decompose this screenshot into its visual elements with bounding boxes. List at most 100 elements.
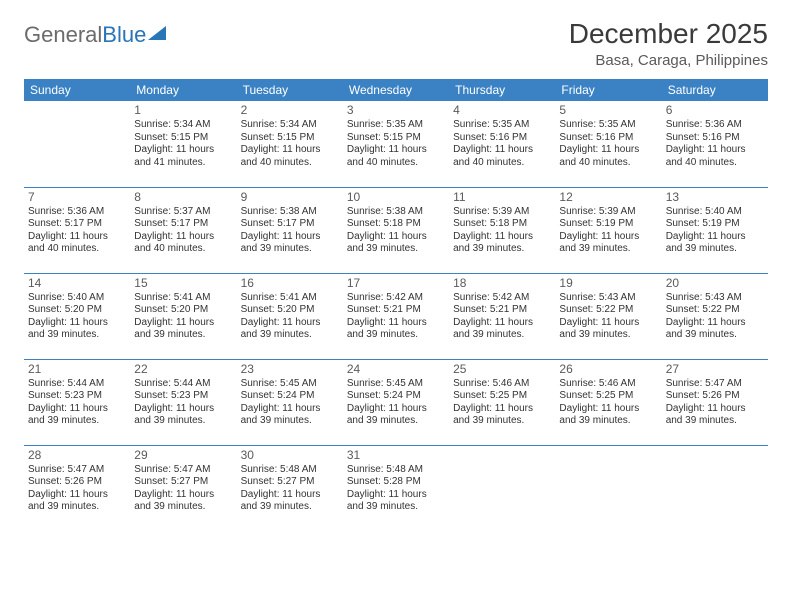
day-number: 31 bbox=[347, 448, 445, 463]
day-number: 30 bbox=[241, 448, 339, 463]
calendar-week-row: 7Sunrise: 5:36 AM Sunset: 5:17 PM Daylight… bbox=[24, 187, 768, 273]
sunrise-line: Sunrise: 5:42 AM bbox=[453, 292, 551, 305]
sunset-line: Sunset: 5:16 PM bbox=[666, 132, 764, 145]
sunrise-line: Sunrise: 5:37 AM bbox=[134, 206, 232, 219]
calendar-day-cell: 4Sunrise: 5:35 AMSunset: 5:16 PMDaylight… bbox=[449, 101, 555, 187]
calendar-day-cell: 18Sunrise: 5:42 AMSunset: 5:21 PMDayligh… bbox=[449, 273, 555, 359]
logo-text-blue: Blue bbox=[102, 22, 146, 47]
day-number: 15 bbox=[134, 276, 232, 291]
sunrise-line: Sunrise: 5:35 AM bbox=[347, 119, 445, 132]
day-number: 12 bbox=[559, 190, 657, 205]
day-number: 7 bbox=[28, 190, 126, 205]
sunset-line: Sunset: 5:27 PM bbox=[134, 476, 232, 489]
daylight-line: Daylight: 11 hours and 39 minutes. bbox=[453, 317, 551, 342]
daylight-line: Daylight: 11 hours and 39 minutes. bbox=[241, 403, 339, 428]
day-number: 3 bbox=[347, 103, 445, 118]
sunrise-line: Sunrise: 5:40 AM bbox=[28, 292, 126, 305]
calendar-day-cell: 29Sunrise: 5:47 AMSunset: 5:27 PMDayligh… bbox=[130, 445, 236, 531]
sunrise-line: Sunrise: 5:47 AM bbox=[134, 464, 232, 477]
sunset-line: Sunset: 5:20 PM bbox=[28, 304, 126, 317]
sunrise-line: Sunrise: 5:35 AM bbox=[453, 119, 551, 132]
day-number: 25 bbox=[453, 362, 551, 377]
sunset-line: Sunset: 5:22 PM bbox=[559, 304, 657, 317]
sunset-line: Sunset: 5:24 PM bbox=[347, 390, 445, 403]
location-label: Basa, Caraga, Philippines bbox=[569, 52, 768, 69]
calendar-day-cell: 26Sunrise: 5:46 AMSunset: 5:25 PMDayligh… bbox=[555, 359, 661, 445]
calendar-day-cell: 6Sunrise: 5:36 AMSunset: 5:16 PMDaylight… bbox=[662, 101, 768, 187]
calendar-day-cell: 9Sunrise: 5:38 AMSunset: 5:17 PMDaylight… bbox=[237, 187, 343, 273]
calendar-day-cell: 10Sunrise: 5:38 AMSunset: 5:18 PMDayligh… bbox=[343, 187, 449, 273]
daylight-line: Daylight: 11 hours and 39 minutes. bbox=[347, 489, 445, 514]
daylight-line: Daylight: 11 hours and 40 minutes. bbox=[666, 144, 764, 169]
calendar-day-cell: 31Sunrise: 5:48 AMSunset: 5:28 PMDayligh… bbox=[343, 445, 449, 531]
calendar-day-cell: 22Sunrise: 5:44 AMSunset: 5:23 PMDayligh… bbox=[130, 359, 236, 445]
sunrise-line: Sunrise: 5:35 AM bbox=[559, 119, 657, 132]
day-number: 14 bbox=[28, 276, 126, 291]
weekday-header: Friday bbox=[555, 79, 661, 101]
sunrise-line: Sunrise: 5:47 AM bbox=[666, 378, 764, 391]
daylight-line: Daylight: 11 hours and 39 minutes. bbox=[666, 403, 764, 428]
daylight-line: Daylight: 11 hours and 40 minutes. bbox=[559, 144, 657, 169]
sunrise-line: Sunrise: 5:41 AM bbox=[241, 292, 339, 305]
sunrise-line: Sunrise: 5:38 AM bbox=[347, 206, 445, 219]
daylight-line: Daylight: 11 hours and 39 minutes. bbox=[347, 231, 445, 256]
sunrise-line: Sunrise: 5:43 AM bbox=[559, 292, 657, 305]
daylight-line: Daylight: 11 hours and 39 minutes. bbox=[347, 317, 445, 342]
sunrise-line: Sunrise: 5:43 AM bbox=[666, 292, 764, 305]
calendar-day-cell: 11Sunrise: 5:39 AMSunset: 5:18 PMDayligh… bbox=[449, 187, 555, 273]
calendar-day-cell: 19Sunrise: 5:43 AMSunset: 5:22 PMDayligh… bbox=[555, 273, 661, 359]
sunrise-line: Sunrise: 5:39 AM bbox=[559, 206, 657, 219]
calendar-day-cell bbox=[662, 445, 768, 531]
day-number: 19 bbox=[559, 276, 657, 291]
sunset-line: Sunset: 5:19 PM bbox=[666, 218, 764, 231]
sunrise-line: Sunrise: 5:44 AM bbox=[134, 378, 232, 391]
day-number: 9 bbox=[241, 190, 339, 205]
weekday-header: Sunday bbox=[24, 79, 130, 101]
weekday-header: Saturday bbox=[662, 79, 768, 101]
weekday-header: Thursday bbox=[449, 79, 555, 101]
day-number: 17 bbox=[347, 276, 445, 291]
day-number: 28 bbox=[28, 448, 126, 463]
day-number: 23 bbox=[241, 362, 339, 377]
daylight-line: Daylight: 11 hours and 39 minutes. bbox=[134, 317, 232, 342]
sunrise-line: Sunrise: 5:45 AM bbox=[241, 378, 339, 391]
calendar-day-cell: 20Sunrise: 5:43 AMSunset: 5:22 PMDayligh… bbox=[662, 273, 768, 359]
calendar-day-cell: 15Sunrise: 5:41 AMSunset: 5:20 PMDayligh… bbox=[130, 273, 236, 359]
calendar-day-cell: 8Sunrise: 5:37 AMSunset: 5:17 PMDaylight… bbox=[130, 187, 236, 273]
daylight-line: Daylight: 11 hours and 39 minutes. bbox=[241, 231, 339, 256]
calendar-day-cell: 23Sunrise: 5:45 AMSunset: 5:24 PMDayligh… bbox=[237, 359, 343, 445]
calendar-day-cell: 14Sunrise: 5:40 AMSunset: 5:20 PMDayligh… bbox=[24, 273, 130, 359]
day-number: 21 bbox=[28, 362, 126, 377]
calendar-day-cell bbox=[24, 101, 130, 187]
sunset-line: Sunset: 5:23 PM bbox=[28, 390, 126, 403]
sunset-line: Sunset: 5:22 PM bbox=[666, 304, 764, 317]
calendar-body: 1Sunrise: 5:34 AMSunset: 5:15 PMDaylight… bbox=[24, 101, 768, 531]
weekday-header: Tuesday bbox=[237, 79, 343, 101]
daylight-line: Daylight: 11 hours and 40 minutes. bbox=[453, 144, 551, 169]
daylight-line: Daylight: 11 hours and 40 minutes. bbox=[241, 144, 339, 169]
calendar-week-row: 21Sunrise: 5:44 AMSunset: 5:23 PMDayligh… bbox=[24, 359, 768, 445]
sunset-line: Sunset: 5:21 PM bbox=[347, 304, 445, 317]
daylight-line: Daylight: 11 hours and 39 minutes. bbox=[28, 403, 126, 428]
sunrise-line: Sunrise: 5:36 AM bbox=[28, 206, 126, 219]
calendar-table: Sunday Monday Tuesday Wednesday Thursday… bbox=[24, 79, 768, 531]
sunset-line: Sunset: 5:17 PM bbox=[134, 218, 232, 231]
sunrise-line: Sunrise: 5:40 AM bbox=[666, 206, 764, 219]
sunrise-line: Sunrise: 5:39 AM bbox=[453, 206, 551, 219]
daylight-line: Daylight: 11 hours and 39 minutes. bbox=[559, 231, 657, 256]
day-number: 1 bbox=[134, 103, 232, 118]
logo: GeneralBlue bbox=[24, 18, 166, 48]
calendar-day-cell bbox=[555, 445, 661, 531]
daylight-line: Daylight: 11 hours and 39 minutes. bbox=[453, 403, 551, 428]
day-number: 18 bbox=[453, 276, 551, 291]
sunset-line: Sunset: 5:25 PM bbox=[559, 390, 657, 403]
day-number: 10 bbox=[347, 190, 445, 205]
day-number: 29 bbox=[134, 448, 232, 463]
sunset-line: Sunset: 5:28 PM bbox=[347, 476, 445, 489]
calendar-day-cell: 3Sunrise: 5:35 AMSunset: 5:15 PMDaylight… bbox=[343, 101, 449, 187]
daylight-line: Daylight: 11 hours and 39 minutes. bbox=[347, 403, 445, 428]
sunrise-line: Sunrise: 5:41 AM bbox=[134, 292, 232, 305]
calendar-day-cell: 13Sunrise: 5:40 AMSunset: 5:19 PMDayligh… bbox=[662, 187, 768, 273]
calendar-week-row: 14Sunrise: 5:40 AMSunset: 5:20 PM Dayligh… bbox=[24, 273, 768, 359]
daylight-line: Daylight: 11 hours and 39 minutes. bbox=[453, 231, 551, 256]
